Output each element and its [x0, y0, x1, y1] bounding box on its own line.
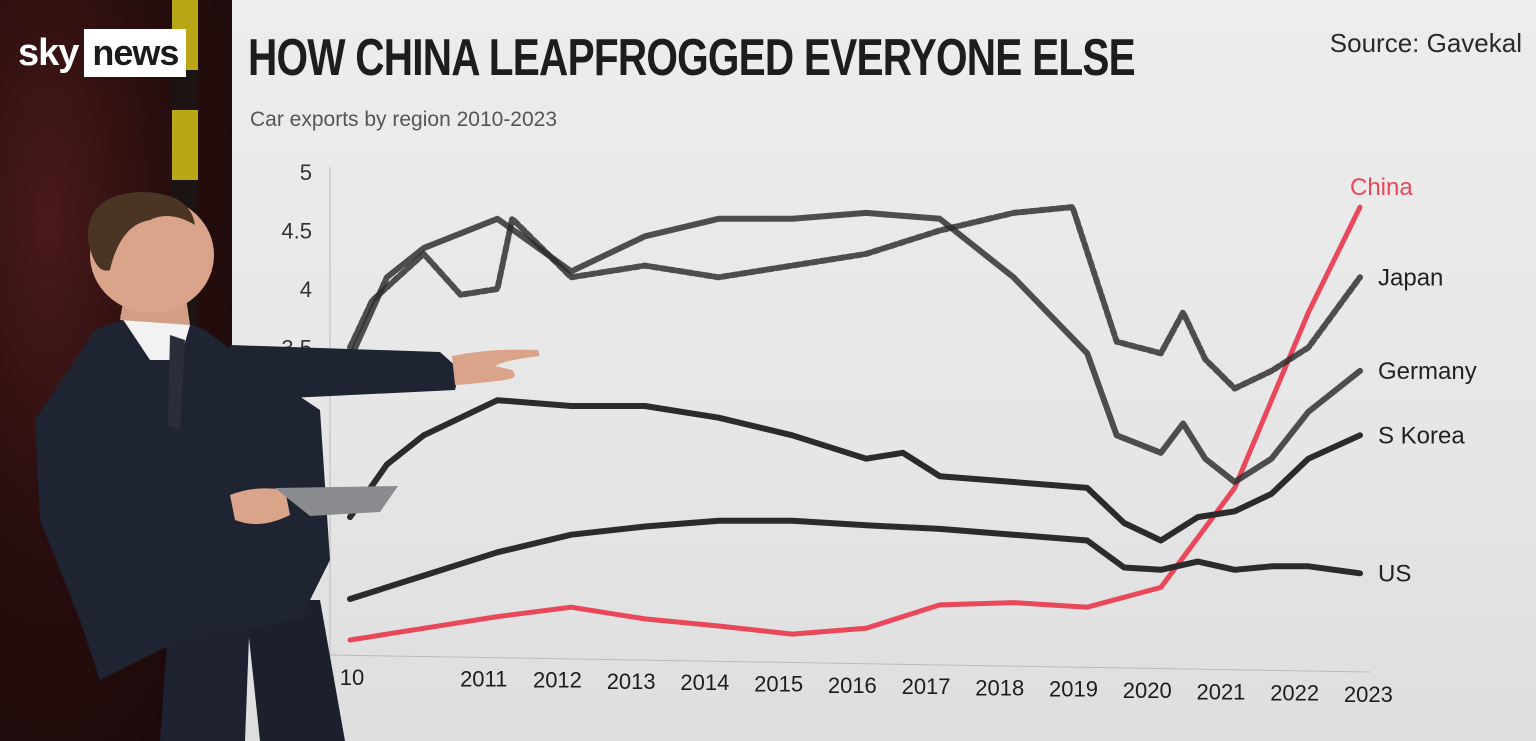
series-label-germany: Germany — [1378, 358, 1477, 385]
series-label-s-korea: S Korea — [1378, 422, 1465, 449]
y-tick-label: 4 — [300, 277, 312, 302]
series-label-japan: Japan — [1378, 264, 1443, 291]
x-tick-label: 2016 — [828, 673, 877, 698]
x-tick-label: 2021 — [1196, 679, 1245, 704]
y-tick-label: 5 — [300, 160, 312, 185]
series-labels: China Japan Germany S Korea US — [1350, 174, 1477, 587]
series-line-us — [347, 517, 1363, 602]
x-tick-label: 2020 — [1123, 678, 1172, 703]
x-tick-label: 2023 — [1344, 682, 1393, 707]
y-tick-label: 2.5 — [281, 453, 312, 478]
y-tick-label: 2 — [300, 511, 312, 536]
x-tick-label: 10 — [340, 665, 364, 690]
chart-source: Source: Gavekal — [1329, 28, 1522, 58]
logo-news-text: news — [84, 29, 187, 77]
series-line-s-korea — [347, 397, 1363, 544]
x-axis-line — [329, 654, 1371, 673]
y-tick-label: 3.5 — [281, 336, 312, 361]
x-tick-label: 2015 — [754, 672, 803, 697]
x-tick-label: 2019 — [1049, 677, 1098, 702]
x-tick-label: 2012 — [533, 668, 582, 693]
x-tick-label: 2014 — [680, 670, 729, 695]
chart-title: HOW CHINA LEAPFROGGED EVERYONE ELSE — [248, 29, 1136, 87]
series-label-china: China — [1350, 174, 1413, 201]
x-tick-label: 2018 — [975, 675, 1024, 700]
y-tick-label: 4.5 — [281, 219, 312, 244]
x-tick-label: 2013 — [607, 669, 656, 694]
series-line-japan — [347, 204, 1363, 392]
chart-subtitle: Car exports by region 2010-2023 — [250, 108, 558, 131]
x-tick-label: 2011 — [460, 666, 507, 691]
series-line-china — [347, 204, 1363, 643]
channel-logo: sky news — [18, 28, 187, 78]
series-line-germany — [347, 209, 1363, 485]
logo-sky-text: sky — [18, 31, 79, 74]
x-tick-label: 2022 — [1270, 681, 1319, 706]
x-tick-label: 2017 — [902, 674, 951, 699]
series-label-us: US — [1378, 560, 1411, 587]
chart-series — [347, 204, 1363, 643]
